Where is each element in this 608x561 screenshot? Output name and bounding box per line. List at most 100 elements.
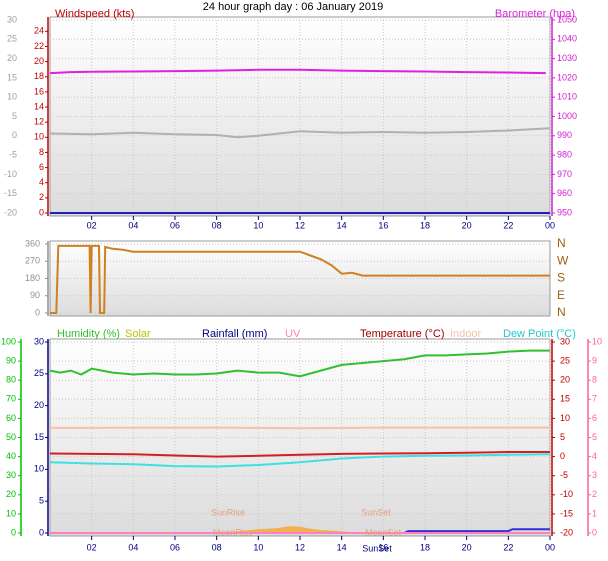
y-tick-label: 90 (30, 290, 40, 300)
y-tick-label: 0 (39, 207, 44, 217)
x-tick-label: 22 (503, 220, 513, 230)
y-tick-label: 22 (34, 41, 44, 51)
y-tick-label: 0 (12, 130, 17, 140)
x-tick-label: 00 (545, 220, 555, 230)
series-line (49, 349, 550, 378)
y-tick-label: 6 (39, 162, 44, 172)
y-tick-label: 10 (6, 508, 16, 518)
series-line (49, 451, 550, 458)
y-tick-label: 950 (557, 207, 572, 217)
y-tick-label: 25 (560, 355, 570, 365)
y-tick-label: 8 (39, 147, 44, 157)
legend-entry: Rainfall (mm) (202, 328, 267, 340)
legend-entry: Temperature (°C) (360, 328, 444, 340)
x-tick-label: 12 (295, 542, 305, 552)
x-tick-label: 08 (212, 542, 222, 552)
y-tick-label: S (557, 271, 565, 285)
x-tick-label: 20 (462, 542, 472, 552)
y-tick-label: 10 (7, 92, 17, 102)
y-tick-label: 70 (6, 394, 16, 404)
y-tick-label: 1000 (557, 111, 577, 121)
y-tick-label: 180 (25, 273, 40, 283)
series-line (50, 244, 550, 314)
y-tick-label: 5 (560, 432, 565, 442)
y-tick-label: 5 (39, 496, 44, 506)
y-tick-label: 15 (560, 394, 570, 404)
y-tick-label: 60 (6, 413, 16, 423)
y-tick-label: 20 (34, 56, 44, 66)
y-tick-label: 970 (557, 169, 572, 179)
legend-entry: Indoor (450, 328, 482, 340)
y-tick-label: 5 (12, 111, 17, 121)
y-tick-label: 25 (34, 368, 44, 378)
y-tick-label: 80 (6, 375, 16, 385)
y-tick-label: 20 (34, 400, 44, 410)
y-tick-label: 30 (34, 336, 44, 346)
series-line (49, 453, 551, 468)
y-tick-label: 14 (34, 101, 44, 111)
y-tick-label: 4 (39, 177, 44, 187)
y-tick-label: 50 (6, 432, 16, 442)
y-tick-label: 6 (592, 413, 597, 423)
y-tick-label: 18 (34, 71, 44, 81)
y-tick-label: 100 (1, 336, 16, 346)
y-tick-label: 1040 (557, 34, 577, 44)
x-tick-label: 02 (87, 220, 97, 230)
x-tick-label: 06 (170, 542, 180, 552)
y-tick-label: -20 (560, 527, 573, 537)
x-tick-label: 22 (503, 542, 513, 552)
y-tick-label: 12 (34, 117, 44, 127)
x-tick-label: 18 (420, 220, 430, 230)
y-tick-label: -5 (560, 470, 568, 480)
x-tick-label: 16 (378, 542, 388, 552)
x-tick-label: 04 (128, 542, 138, 552)
y-tick-label: 2 (592, 489, 597, 499)
annotation: SunSet (362, 543, 392, 553)
x-tick-label: 00 (545, 542, 555, 552)
y-tick-label: 5 (592, 432, 597, 442)
y-tick-label: 3 (592, 470, 597, 480)
x-tick-label: 14 (337, 542, 347, 552)
y-tick-label: 20 (7, 53, 17, 63)
y-tick-label: 1020 (557, 72, 577, 82)
annotation: SunSet (361, 507, 391, 517)
y-tick-label: 1050 (557, 14, 577, 24)
annotation: MoonRise (213, 527, 254, 537)
legend-entry: UV (285, 328, 301, 340)
series-line (49, 68, 546, 75)
legend-entry: Windspeed (kts) (55, 8, 134, 20)
y-tick-label: 0 (560, 451, 565, 461)
y-tick-label: -5 (9, 149, 17, 159)
y-tick-label: 20 (6, 489, 16, 499)
y-tick-label: 2 (39, 192, 44, 202)
x-tick-label: 18 (420, 542, 430, 552)
y-tick-label: 0 (35, 307, 40, 317)
y-tick-label: 1 (592, 508, 597, 518)
y-tick-label: -10 (4, 169, 17, 179)
x-tick-label: 04 (128, 220, 138, 230)
y-tick-label: -15 (560, 508, 573, 518)
y-tick-label: 10 (34, 464, 44, 474)
y-tick-label: 0 (11, 527, 16, 537)
y-tick-label: 10 (34, 132, 44, 142)
y-tick-label: 30 (7, 14, 17, 24)
y-tick-label: 16 (34, 86, 44, 96)
y-tick-label: -20 (4, 207, 17, 217)
y-tick-label: 1010 (557, 92, 577, 102)
annotation: SunRise (211, 507, 245, 517)
x-tick-label: 10 (253, 542, 263, 552)
y-tick-label: 30 (560, 336, 570, 346)
y-tick-label: 980 (557, 149, 572, 159)
x-tick-label: 02 (87, 542, 97, 552)
y-tick-label: 10 (560, 413, 570, 423)
page-title: 24 hour graph day : 06 January 2019 (203, 1, 383, 13)
y-tick-label: -15 (4, 188, 17, 198)
y-tick-label: 40 (6, 451, 16, 461)
x-tick-label: 16 (378, 220, 388, 230)
y-tick-label: 24 (34, 26, 44, 36)
y-tick-label: N (557, 305, 566, 319)
x-tick-label: 08 (212, 220, 222, 230)
annotation: MoonSet (365, 527, 402, 537)
x-tick-label: 12 (295, 220, 305, 230)
